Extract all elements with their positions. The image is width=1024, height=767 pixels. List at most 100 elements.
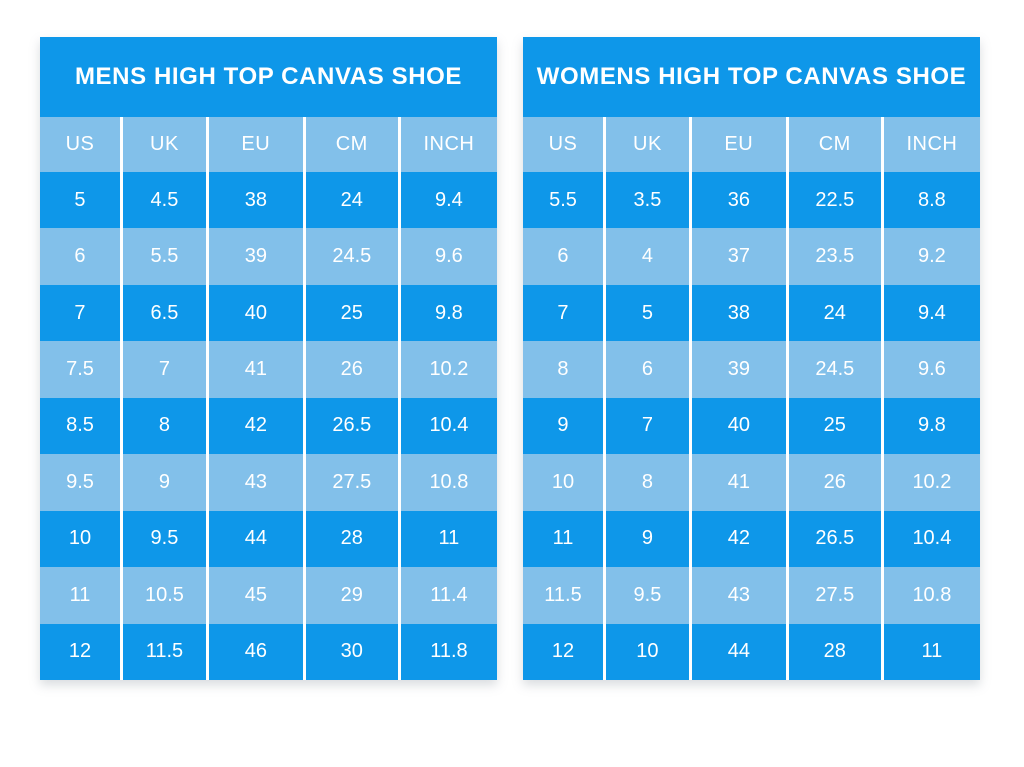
column-header-us: US (548, 133, 578, 155)
table-cell: 6 (602, 341, 689, 398)
table-cell: 12 (68, 640, 92, 663)
table-cell: 37 (688, 228, 786, 285)
table-cell: 26 (302, 341, 398, 398)
table-cell: 23.5 (785, 228, 881, 285)
table-cell: 44 (205, 510, 303, 568)
table-cell: 9.5 (66, 470, 94, 493)
table-row: 7 6.5 40 25 9.8 (40, 284, 497, 342)
table-cell: 11.4 (397, 567, 497, 624)
table-row: 5.5 3.5 36 22.5 8.8 (523, 172, 980, 229)
table-cell: 27.5 (785, 567, 881, 624)
table-cell: 11 (397, 510, 497, 568)
table-cell: 11.5 (544, 583, 582, 606)
womens-table-title: WOMENS HIGH TOP CANVAS SHOE (523, 37, 980, 117)
table-cell: 10.2 (397, 341, 497, 398)
table-cell: 41 (205, 341, 303, 398)
table-cell: 9.5 (119, 510, 206, 568)
table-cell: 4 (602, 228, 689, 285)
table-cell: 9.6 (880, 341, 980, 398)
table-cell: 10.2 (880, 454, 980, 511)
table-row: 8.5 8 42 26.5 10.4 (40, 397, 497, 455)
column-header-eu: EU (688, 117, 786, 172)
table-cell: 24.5 (302, 228, 398, 285)
column-header-row: US UK EU CM INCH (523, 117, 980, 172)
table-cell: 10.4 (397, 397, 497, 455)
table-row: 11 10.5 45 29 11.4 (40, 567, 497, 624)
table-cell: 7 (557, 301, 569, 324)
table-cell: 10.8 (880, 567, 980, 624)
table-cell: 10 (551, 470, 575, 493)
table-row: 6 4 37 23.5 9.2 (523, 228, 980, 285)
table-cell: 8 (602, 454, 689, 511)
table-cell: 26.5 (785, 510, 881, 568)
table-cell: 9.6 (397, 228, 497, 285)
table-cell: 3.5 (602, 172, 689, 229)
table-cell: 9.4 (397, 172, 497, 229)
table-cell: 11 (69, 583, 91, 606)
table-cell: 25 (302, 284, 398, 342)
table-cell: 24 (302, 172, 398, 229)
table-cell: 38 (688, 284, 786, 342)
column-header-cm: CM (785, 117, 881, 172)
table-cell: 10 (68, 527, 92, 550)
column-header-eu: EU (205, 117, 303, 172)
table-cell: 29 (302, 567, 398, 624)
column-header-inch: INCH (397, 117, 497, 172)
table-row: 10 9.5 44 28 11 (40, 510, 497, 568)
table-cell: 45 (205, 567, 303, 624)
table-cell: 7 (602, 397, 689, 455)
table-cell: 11.8 (397, 623, 497, 680)
column-header-cm: CM (302, 117, 398, 172)
table-cell: 39 (205, 228, 303, 285)
table-cell: 10.5 (119, 567, 206, 624)
table-cell: 46 (205, 623, 303, 680)
table-row: 12 10 44 28 11 (523, 623, 980, 680)
table-cell: 43 (205, 454, 303, 511)
table-cell: 28 (785, 623, 881, 680)
table-row: 5 4.5 38 24 9.4 (40, 172, 497, 229)
womens-table-grid: US UK EU CM INCH 5.5 3.5 36 22.5 8.8 6 4 37 23.5 9.2 7 5… (523, 117, 980, 680)
table-row: 11 9 42 26.5 10.4 (523, 510, 980, 568)
table-cell: 9.8 (880, 397, 980, 455)
table-cell: 43 (688, 567, 786, 624)
table-cell: 5 (74, 188, 86, 211)
table-cell: 9 (602, 510, 689, 568)
table-cell: 6 (557, 245, 569, 268)
table-cell: 42 (688, 510, 786, 568)
mens-table-title: MENS HIGH TOP CANVAS SHOE (40, 37, 497, 117)
table-cell: 24.5 (785, 341, 881, 398)
table-cell: 5.5 (119, 228, 206, 285)
table-cell: 10.4 (880, 510, 980, 568)
table-cell: 8 (119, 397, 206, 455)
column-header-uk: UK (602, 117, 689, 172)
table-cell: 11.5 (119, 623, 206, 680)
table-cell: 30 (302, 623, 398, 680)
table-cell: 8.5 (66, 414, 94, 437)
table-cell: 5 (602, 284, 689, 342)
table-row: 7 5 38 24 9.4 (523, 284, 980, 342)
table-cell: 28 (302, 510, 398, 568)
table-row: 10 8 41 26 10.2 (523, 454, 980, 511)
table-cell: 22.5 (785, 172, 881, 229)
table-cell: 26.5 (302, 397, 398, 455)
table-cell: 8.8 (880, 172, 980, 229)
womens-size-table: WOMENS HIGH TOP CANVAS SHOE US UK EU CM INCH… (523, 37, 980, 680)
table-cell: 44 (688, 623, 786, 680)
table-cell: 36 (688, 172, 786, 229)
table-cell: 4.5 (119, 172, 206, 229)
table-cell: 40 (688, 397, 786, 455)
table-cell: 7 (74, 301, 86, 324)
table-row: 11.5 9.5 43 27.5 10.8 (523, 567, 980, 624)
table-cell: 24 (785, 284, 881, 342)
table-cell: 10.8 (397, 454, 497, 511)
table-row: 7.5 7 41 26 10.2 (40, 341, 497, 398)
table-cell: 41 (688, 454, 786, 511)
mens-size-table: MENS HIGH TOP CANVAS SHOE US UK EU CM INCH 5 4… (40, 37, 497, 680)
table-row: 8 6 39 24.5 9.6 (523, 341, 980, 398)
table-cell: 39 (688, 341, 786, 398)
table-cell: 7.5 (66, 358, 94, 381)
table-cell: 9 (119, 454, 206, 511)
table-cell: 9.4 (880, 284, 980, 342)
table-row: 6 5.5 39 24.5 9.6 (40, 228, 497, 285)
table-cell: 9 (557, 414, 569, 437)
